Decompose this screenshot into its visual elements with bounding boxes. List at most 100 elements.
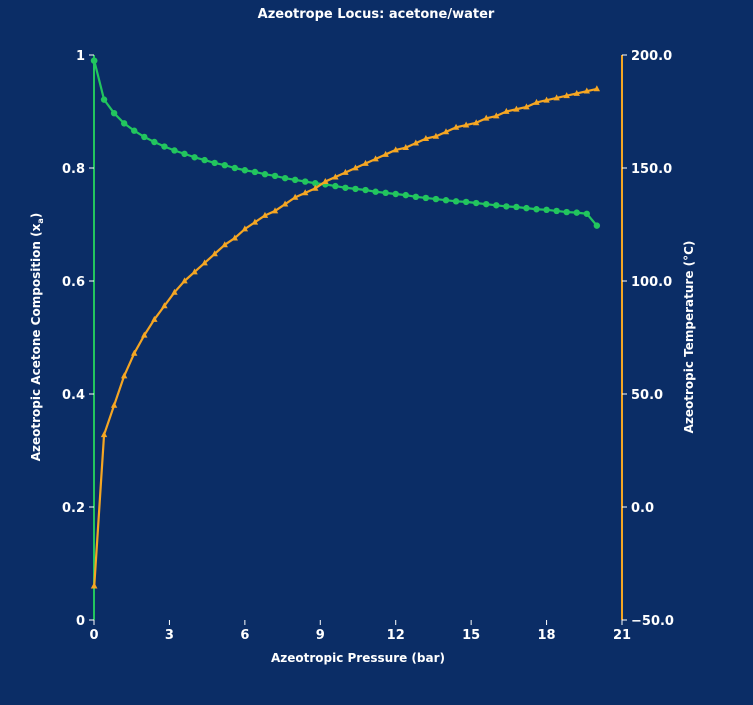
temperature-point	[151, 315, 158, 322]
composition-point	[241, 167, 249, 174]
left-y-axis-label-subscript: a	[36, 218, 45, 223]
composition-point	[231, 164, 238, 172]
right-axis-ticks: −50.0 0.0 50.0 100.0 150.0 200.0	[622, 49, 674, 629]
composition-point	[553, 207, 560, 215]
x-tick-label: 0	[89, 628, 98, 643]
composition-point	[362, 186, 369, 194]
temperature-point	[322, 177, 329, 184]
temperature-point	[271, 207, 279, 214]
composition-series	[90, 57, 601, 229]
composition-point	[141, 133, 148, 141]
temperature-point	[100, 431, 108, 438]
x-tick-label: 18	[538, 628, 556, 643]
composition-point	[432, 195, 440, 203]
right-tick-label: 50.0	[631, 388, 663, 403]
right-y-axis-label: Azeotropic Temperature (°C)	[682, 241, 696, 434]
temperature-point	[302, 189, 309, 196]
right-tick-label: 100.0	[631, 275, 672, 290]
composition-point	[442, 197, 450, 204]
temperature-point	[251, 218, 259, 225]
temperature-point	[291, 193, 299, 200]
composition-point	[402, 191, 409, 199]
right-tick-label: 150.0	[631, 162, 672, 177]
composition-point	[452, 198, 460, 205]
temperature-point	[231, 234, 238, 241]
left-tick-label: 0.4	[62, 388, 85, 403]
left-axis-ticks: 0 0.2 0.4 0.6 0.8 1	[62, 49, 94, 629]
temperature-point	[181, 277, 188, 284]
temperature-point	[372, 155, 379, 162]
composition-point	[271, 172, 279, 180]
left-tick-label: 0	[76, 614, 85, 629]
composition-point	[472, 199, 480, 207]
temperature-point	[472, 119, 480, 126]
right-tick-label: −50.0	[631, 614, 674, 629]
temperature-point	[593, 85, 601, 92]
composition-point	[392, 190, 399, 198]
composition-point	[593, 222, 601, 229]
composition-point	[493, 202, 500, 209]
left-tick-label: 0.8	[62, 162, 85, 177]
composition-point	[483, 200, 490, 208]
temperature-point	[553, 94, 560, 101]
temperature-point	[392, 146, 399, 153]
temperature-point	[110, 401, 118, 408]
left-tick-label: 0.2	[62, 501, 85, 516]
composition-point	[422, 194, 430, 202]
x-axis-label: Azeotropic Pressure (bar)	[271, 651, 445, 665]
composition-point	[543, 206, 550, 214]
x-axis-ticks: 0 3 6 9 12 15 18 21	[89, 620, 631, 643]
composition-point	[291, 176, 299, 184]
temperature-point	[452, 123, 460, 130]
temperature-point	[332, 173, 339, 180]
composition-point	[563, 208, 570, 216]
composition-point	[372, 188, 379, 195]
right-tick-label: 200.0	[631, 49, 672, 64]
composition-point	[91, 57, 98, 64]
temperature-point	[573, 89, 580, 96]
composition-point	[201, 156, 208, 164]
composition-point	[302, 178, 309, 185]
temperature-point	[422, 135, 430, 142]
composition-point	[352, 185, 359, 193]
temperature-point	[221, 241, 228, 248]
composition-point	[382, 189, 389, 197]
composition-point	[312, 180, 319, 187]
temperature-point	[191, 268, 198, 275]
temperature-point	[503, 107, 510, 114]
temperature-point	[201, 259, 208, 266]
temperature-point	[543, 96, 550, 103]
composition-point	[533, 206, 540, 213]
temperature-point	[161, 302, 168, 309]
x-tick-label: 21	[613, 628, 631, 643]
composition-point	[281, 174, 289, 182]
x-tick-label: 3	[165, 628, 174, 643]
x-tick-label: 12	[387, 628, 405, 643]
temperature-point	[432, 132, 440, 139]
composition-point	[503, 203, 510, 210]
composition-point	[211, 159, 218, 167]
temperature-point	[382, 150, 389, 157]
temperature-point	[342, 168, 349, 175]
x-tick-label: 9	[316, 628, 325, 643]
left-y-axis-label-text: Azeotropic Acetone Composition (x	[29, 223, 43, 461]
chart-title: Azeotrope Locus: acetone/water	[258, 7, 495, 22]
series-layer	[90, 57, 601, 589]
right-tick-label: 0.0	[631, 501, 654, 516]
composition-point	[261, 171, 269, 178]
temperature-point	[261, 211, 269, 218]
composition-point	[151, 138, 158, 146]
temperature-point	[211, 250, 218, 257]
temperature-point	[352, 164, 359, 171]
temperature-series	[90, 85, 601, 589]
composition-point	[412, 193, 420, 201]
composition-point	[181, 150, 188, 158]
composition-point	[191, 154, 198, 161]
composition-point	[120, 120, 128, 127]
composition-point	[100, 96, 108, 103]
temperature-point	[523, 103, 530, 110]
left-tick-label: 1	[76, 49, 85, 64]
composition-point	[131, 127, 138, 134]
